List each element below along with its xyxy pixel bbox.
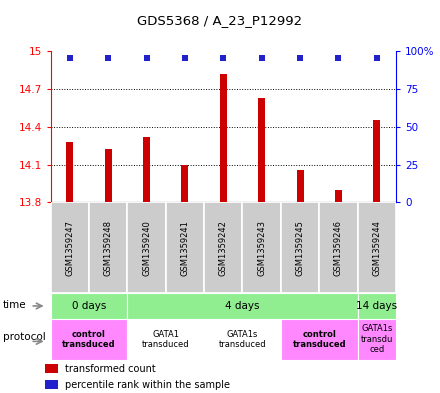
- Text: protocol: protocol: [3, 332, 45, 342]
- Text: GATA1s
transduced: GATA1s transduced: [219, 330, 266, 349]
- Text: time: time: [3, 299, 26, 310]
- Text: 4 days: 4 days: [225, 301, 260, 311]
- Bar: [358, 202, 396, 293]
- Bar: [281, 202, 319, 293]
- Bar: [127, 293, 358, 319]
- Bar: [204, 202, 242, 293]
- Bar: [127, 319, 204, 360]
- Text: GSM1359247: GSM1359247: [65, 220, 74, 275]
- Text: GSM1359241: GSM1359241: [180, 220, 190, 275]
- Bar: [220, 74, 227, 202]
- Text: 14 days: 14 days: [356, 301, 397, 311]
- Bar: [335, 190, 342, 202]
- Text: GATA1
transduced: GATA1 transduced: [142, 330, 190, 349]
- Text: GSM1359244: GSM1359244: [372, 220, 381, 275]
- Text: percentile rank within the sample: percentile rank within the sample: [65, 380, 230, 389]
- Bar: [181, 165, 188, 202]
- Text: control
transduced: control transduced: [62, 330, 116, 349]
- Bar: [319, 202, 358, 293]
- Bar: [166, 202, 204, 293]
- Bar: [45, 364, 58, 373]
- Text: GSM1359243: GSM1359243: [257, 220, 266, 275]
- Text: GSM1359242: GSM1359242: [219, 220, 228, 275]
- Text: transformed count: transformed count: [65, 364, 156, 374]
- Bar: [51, 202, 89, 293]
- Bar: [143, 137, 150, 202]
- Bar: [258, 98, 265, 202]
- Bar: [127, 202, 166, 293]
- Text: GSM1359248: GSM1359248: [104, 220, 113, 275]
- Text: 0 days: 0 days: [72, 301, 106, 311]
- Text: GATA1s
transdu
ced: GATA1s transdu ced: [361, 325, 393, 354]
- Bar: [51, 293, 127, 319]
- Bar: [66, 142, 73, 202]
- Bar: [204, 319, 281, 360]
- Text: control
transduced: control transduced: [293, 330, 346, 349]
- Bar: [105, 149, 112, 202]
- Text: GSM1359246: GSM1359246: [334, 220, 343, 275]
- Text: GSM1359240: GSM1359240: [142, 220, 151, 275]
- Text: GDS5368 / A_23_P12992: GDS5368 / A_23_P12992: [137, 14, 303, 27]
- Text: GSM1359245: GSM1359245: [296, 220, 304, 275]
- Bar: [51, 319, 127, 360]
- Bar: [45, 380, 58, 389]
- Bar: [242, 202, 281, 293]
- Bar: [374, 120, 380, 202]
- Bar: [297, 170, 304, 202]
- Bar: [89, 202, 127, 293]
- Bar: [358, 319, 396, 360]
- Bar: [281, 319, 358, 360]
- Bar: [358, 293, 396, 319]
